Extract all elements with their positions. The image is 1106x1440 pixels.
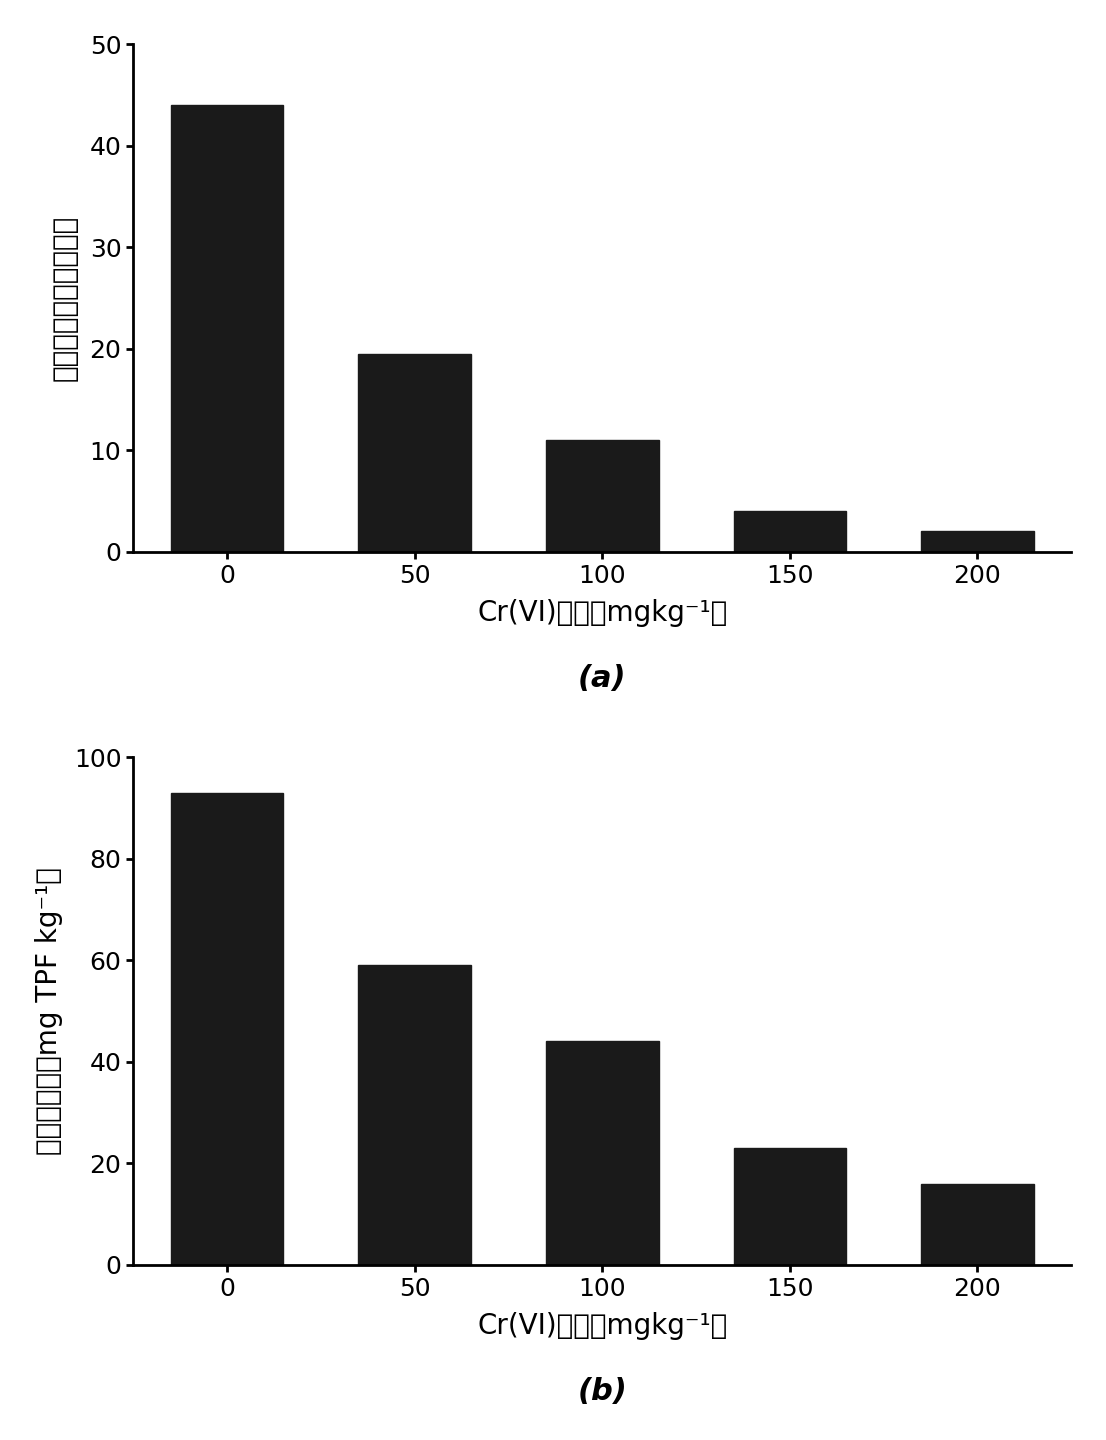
Y-axis label: 脱氢酶活性（mg TPF kg⁻¹）: 脱氢酶活性（mg TPF kg⁻¹） bbox=[34, 867, 63, 1155]
Bar bbox=[546, 441, 658, 552]
X-axis label: Cr(VI)浓度（mgkg⁻¹）: Cr(VI)浓度（mgkg⁻¹） bbox=[477, 1312, 728, 1339]
Bar bbox=[170, 793, 283, 1264]
X-axis label: Cr(VI)浓度（mgkg⁻¹）: Cr(VI)浓度（mgkg⁻¹） bbox=[477, 599, 728, 626]
Bar bbox=[733, 511, 846, 552]
Bar bbox=[358, 965, 471, 1264]
Text: (b): (b) bbox=[577, 1377, 627, 1405]
Bar bbox=[921, 1184, 1034, 1264]
Bar bbox=[358, 354, 471, 552]
Bar bbox=[546, 1041, 658, 1264]
Text: (a): (a) bbox=[578, 664, 627, 693]
Bar bbox=[733, 1148, 846, 1264]
Y-axis label: 土壤产电电量（库伦）: 土壤产电电量（库伦） bbox=[51, 215, 79, 382]
Bar bbox=[921, 531, 1034, 552]
Bar bbox=[170, 105, 283, 552]
